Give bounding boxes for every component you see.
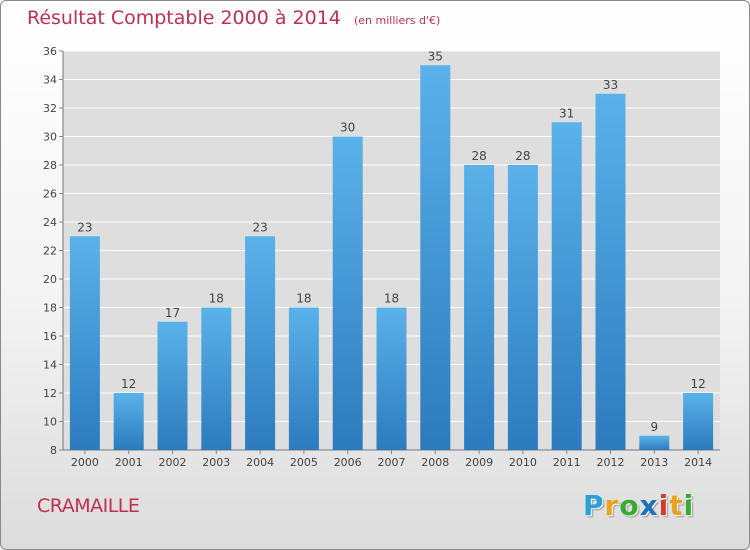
x-tick-label: 2002 [159, 456, 187, 469]
data-label: 23 [252, 220, 267, 234]
data-label: 18 [209, 292, 224, 306]
bar [595, 93, 626, 450]
logo-letter: i [658, 489, 670, 522]
bar [113, 393, 144, 450]
y-tick-label: 28 [43, 159, 57, 172]
data-label: 28 [471, 149, 486, 163]
bar [507, 165, 538, 450]
x-tick-label: 2003 [202, 456, 230, 469]
y-tick-label: 18 [43, 302, 57, 315]
y-tick-label: 32 [43, 102, 57, 115]
bar [245, 236, 276, 450]
x-tick-label: 2001 [115, 456, 143, 469]
x-tick-label: 2014 [684, 456, 712, 469]
bar [376, 307, 407, 450]
x-tick-label: 2000 [71, 456, 99, 469]
data-label: 31 [559, 106, 574, 120]
bar [332, 136, 363, 450]
x-tick-label: 2008 [421, 456, 449, 469]
x-tick-label: 2004 [246, 456, 274, 469]
y-tick-label: 34 [43, 74, 57, 87]
x-tick-label: 2011 [553, 456, 581, 469]
y-tick-label: 22 [43, 245, 57, 258]
logo-letter: o [619, 489, 640, 522]
x-tick-label: 2006 [334, 456, 362, 469]
x-tick-label: 2013 [640, 456, 668, 469]
y-tick-label: 8 [50, 444, 57, 457]
data-label: 18 [296, 292, 311, 306]
y-tick-label: 24 [43, 216, 57, 229]
chart-title: Résultat Comptable 2000 à 2014 (en milli… [27, 7, 440, 29]
bar [420, 65, 451, 450]
y-tick-label: 14 [43, 359, 57, 372]
y-tick-label: 16 [43, 330, 57, 343]
x-tick-label: 2012 [597, 456, 625, 469]
data-label: 17 [165, 306, 180, 320]
x-tick-label: 2005 [290, 456, 318, 469]
bar [288, 307, 319, 450]
y-tick-label: 36 [43, 45, 57, 58]
bar [69, 236, 100, 450]
bar [464, 165, 495, 450]
chart-title-text: Résultat Comptable 2000 à 2014 [27, 7, 341, 29]
bar [157, 321, 188, 450]
y-tick-label: 30 [43, 131, 57, 144]
y-tick-label: 26 [43, 188, 57, 201]
y-tick-label: 12 [43, 387, 57, 400]
data-label: 28 [515, 149, 530, 163]
data-label: 35 [428, 49, 443, 63]
proxiti-logo: Proxiti [583, 489, 694, 522]
bar [639, 435, 670, 450]
commune-name: CRAMAILLE [37, 495, 140, 517]
x-tick-label: 2009 [465, 456, 493, 469]
bar [551, 122, 582, 450]
logo-letter: x [639, 489, 659, 522]
bar [201, 307, 232, 450]
y-tick-label: 10 [43, 416, 57, 429]
y-tick-label: 20 [43, 273, 57, 286]
logo-letter: r [604, 489, 620, 522]
logo-letter: P [583, 489, 605, 522]
x-tick-label: 2010 [509, 456, 537, 469]
data-label: 23 [77, 220, 92, 234]
data-label: 33 [603, 78, 618, 92]
data-label: 30 [340, 121, 355, 135]
data-label: 12 [121, 377, 136, 391]
logo-letter: t [669, 489, 684, 522]
data-label: 18 [384, 292, 399, 306]
x-tick-label: 2007 [378, 456, 406, 469]
logo-letter: i [683, 489, 695, 522]
data-label: 9 [650, 420, 658, 434]
data-label: 12 [690, 377, 705, 391]
bar [683, 393, 714, 450]
chart-subtitle: (en milliers d'€) [353, 14, 441, 27]
